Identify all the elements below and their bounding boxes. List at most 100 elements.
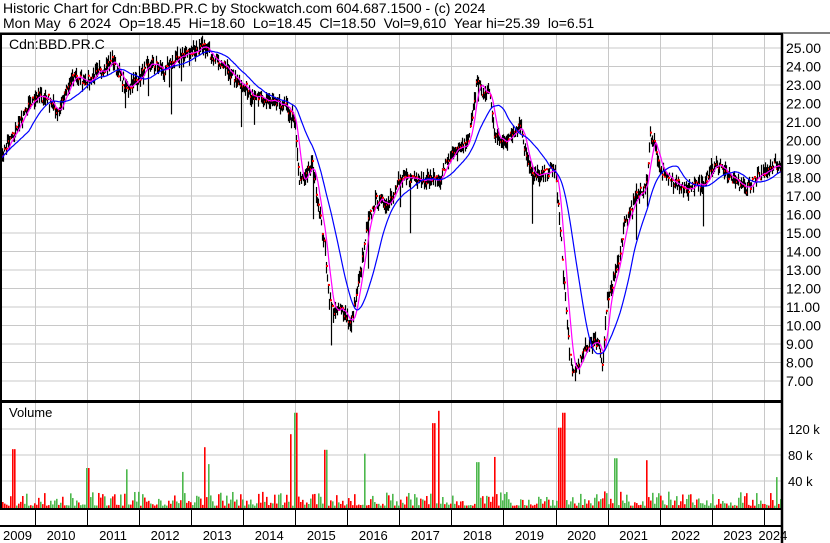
close-tick [416, 176, 418, 179]
close-tick [330, 299, 332, 302]
volume-bar [394, 505, 396, 509]
volume-bar [190, 502, 192, 509]
volume-bar [50, 500, 52, 509]
close-tick [678, 179, 680, 182]
volume-bar [196, 495, 198, 509]
close-tick [356, 293, 358, 296]
volume-bar [302, 499, 304, 509]
volume-bar [556, 500, 558, 509]
volume-bar [186, 502, 188, 509]
volume-bar [440, 503, 442, 509]
volume-bar [614, 458, 616, 509]
volume-bar [16, 505, 18, 509]
volume-bar [26, 493, 28, 509]
volume-bar [210, 495, 212, 509]
close-tick [676, 179, 678, 182]
volume-bar [282, 504, 284, 509]
volume-bar [492, 496, 494, 509]
year-label: 2016 [359, 528, 388, 543]
volume-bar [568, 504, 570, 509]
price-tick-label: 7.00 [786, 373, 813, 389]
volume-bar [188, 501, 190, 509]
volume-bar [220, 492, 222, 509]
close-tick [364, 242, 366, 245]
volume-bar [114, 494, 116, 509]
close-tick [110, 59, 112, 62]
volume-bar [336, 495, 338, 509]
year-label: 2021 [619, 528, 648, 543]
volume-bar [102, 494, 104, 509]
close-tick [370, 209, 372, 212]
volume-bar [612, 503, 614, 509]
volume-bar [588, 500, 590, 509]
volume-bar [144, 497, 146, 509]
volume-tick-label: 80 k [788, 448, 813, 463]
close-tick [562, 258, 564, 261]
year-label: 2014 [255, 528, 284, 543]
volume-bar [270, 502, 272, 509]
close-tick [752, 177, 754, 180]
close-tick [654, 139, 656, 142]
close-tick [608, 298, 610, 301]
volume-bar [498, 505, 500, 509]
year-label: 2024 [758, 528, 787, 543]
volume-bar [692, 502, 694, 509]
year-label: 2020 [567, 528, 596, 543]
volume-bar [466, 505, 468, 509]
close-tick [592, 345, 594, 348]
volume-bar [758, 504, 760, 509]
volume-bar [542, 503, 544, 509]
close-tick [570, 353, 572, 356]
close-tick [126, 86, 128, 89]
volume-bar [230, 499, 232, 509]
volume-bar [362, 504, 364, 509]
volume-bar [308, 503, 310, 509]
volume-bar [764, 504, 766, 509]
volume-bar [712, 494, 714, 509]
volume-bar [90, 497, 92, 509]
volume-bar [540, 498, 542, 509]
close-tick [54, 107, 56, 110]
close-tick [318, 203, 320, 206]
volume-bar [262, 491, 264, 509]
volume-bar [304, 504, 306, 509]
volume-bar [578, 502, 580, 509]
close-tick [290, 110, 292, 113]
volume-bar [430, 493, 432, 509]
volume-bar [106, 505, 108, 509]
volume-bar [424, 500, 426, 509]
volume-bar [646, 460, 648, 509]
volume-bar [154, 505, 156, 509]
volume-bar [570, 501, 572, 509]
volume-bar [226, 495, 228, 509]
volume-bar [116, 504, 118, 509]
volume-bar [560, 427, 562, 509]
volume-bar [374, 502, 376, 509]
close-tick [376, 194, 378, 197]
volume-bar [620, 491, 622, 509]
close-tick [374, 207, 376, 210]
volume-bar [298, 496, 300, 509]
volume-bar [258, 493, 260, 509]
volume-bar [254, 505, 256, 509]
volume-bar [120, 494, 122, 509]
volume-bar [294, 412, 296, 509]
volume-bar [750, 505, 752, 509]
volume-bar [482, 496, 484, 509]
volume-bar [676, 496, 678, 509]
volume-bar [554, 505, 556, 509]
price-panel-frame [0, 33, 783, 402]
volume-bar [132, 500, 134, 509]
volume-bar [766, 504, 768, 509]
volume-bar [250, 499, 252, 509]
close-tick [648, 162, 650, 165]
volume-bar [706, 500, 708, 509]
volume-bar [64, 505, 66, 509]
volume-bar [36, 504, 38, 509]
volume-bar [252, 504, 254, 509]
volume-bar [520, 499, 522, 509]
volume-bar [654, 503, 656, 509]
volume-bar [10, 496, 12, 509]
volume-bar [214, 505, 216, 509]
close-tick [320, 214, 322, 217]
